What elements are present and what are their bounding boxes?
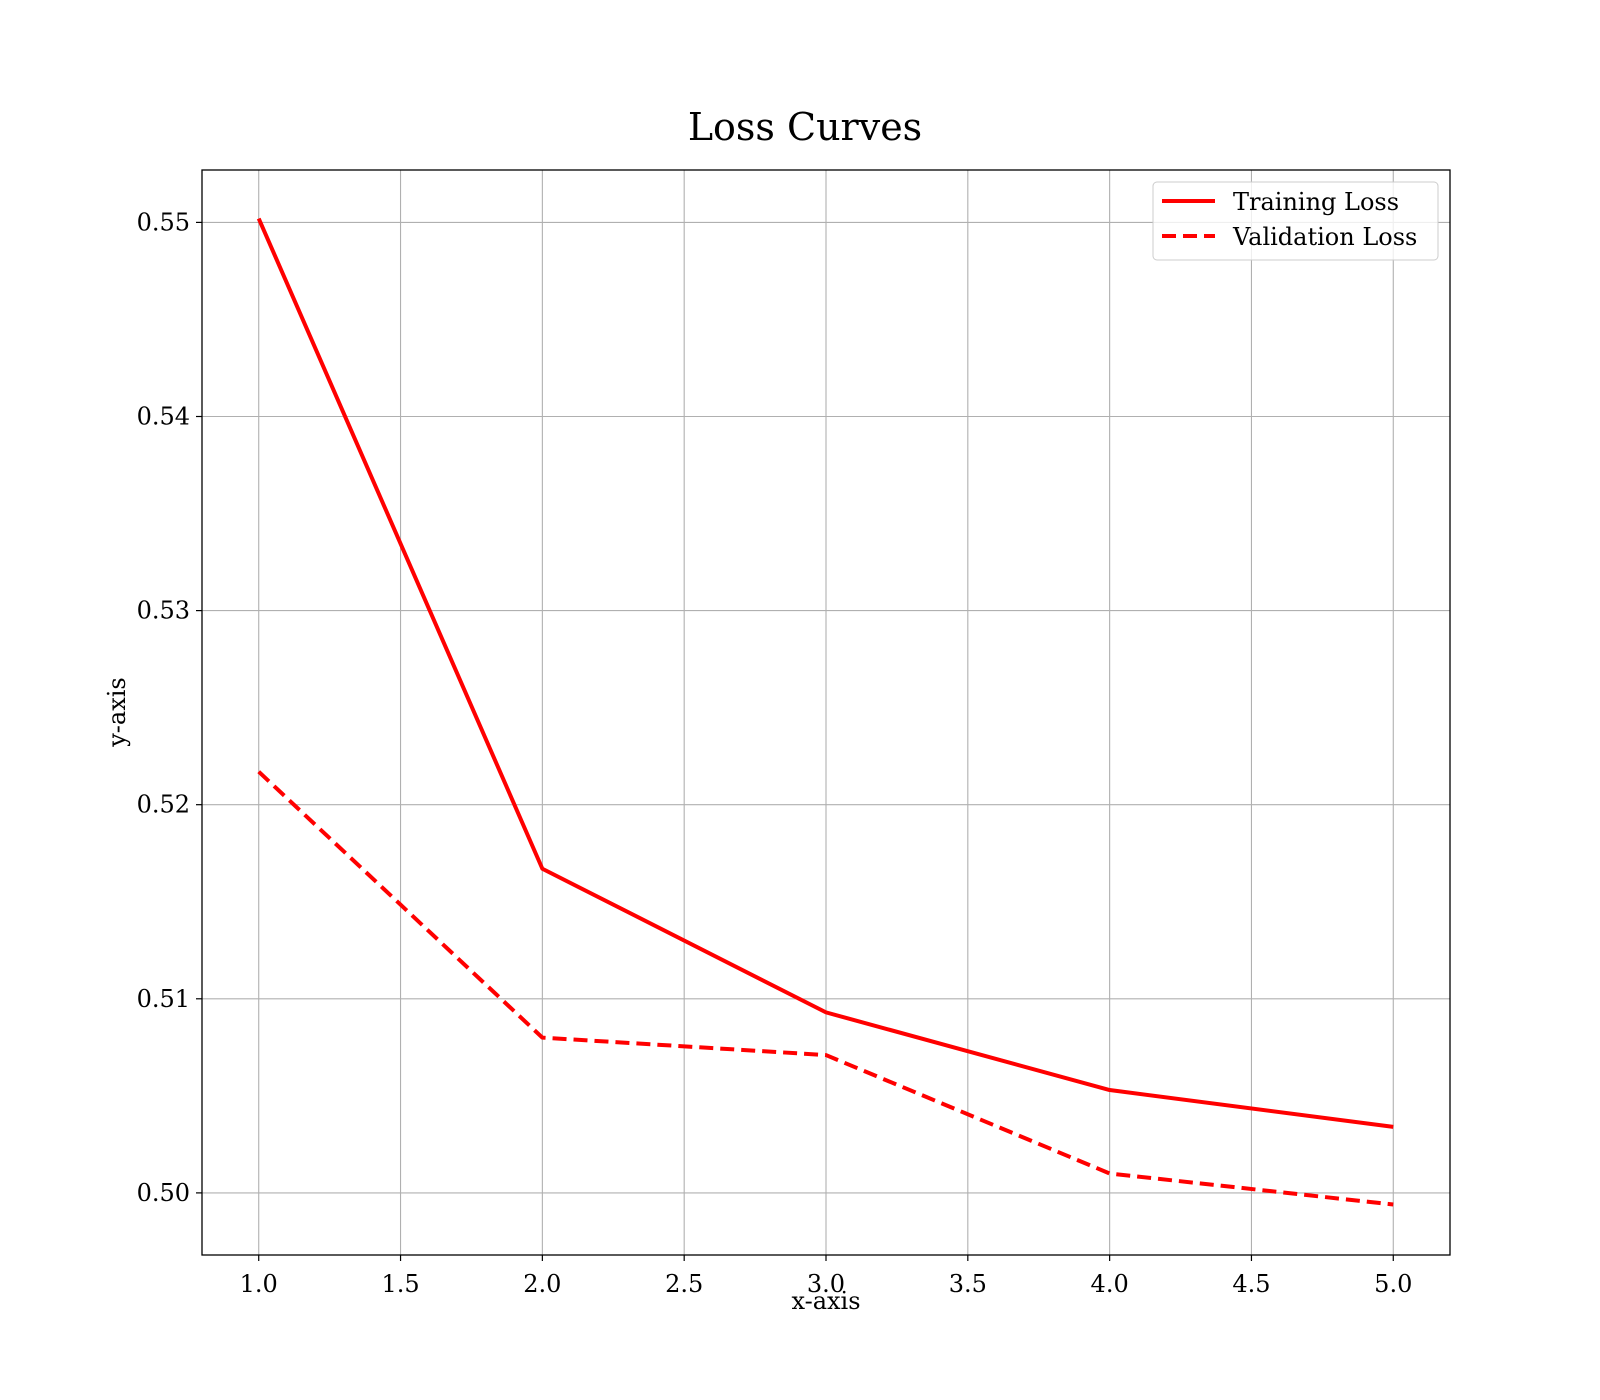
x-tick-label: 2.5 bbox=[665, 1270, 703, 1298]
legend-box bbox=[1152, 181, 1439, 261]
x-tick-label: 1.5 bbox=[381, 1270, 419, 1298]
y-tick-label: 0.54 bbox=[137, 403, 190, 431]
y-tick-label: 0.53 bbox=[137, 597, 190, 625]
grid-lines bbox=[202, 170, 1450, 1255]
y-axis-label: y-axis bbox=[103, 677, 131, 748]
x-tick-label: 4.0 bbox=[1091, 1270, 1129, 1298]
legend-label-validation-loss: Validation Loss bbox=[1232, 223, 1417, 251]
x-tick-label: 4.5 bbox=[1232, 1270, 1270, 1298]
x-tick-label: 5.0 bbox=[1374, 1270, 1412, 1298]
x-tick-label: 2.0 bbox=[523, 1270, 561, 1298]
y-tick-label: 0.51 bbox=[137, 985, 190, 1013]
chart-title: Loss Curves bbox=[688, 105, 922, 149]
series-line-validation-loss bbox=[257, 770, 1394, 1207]
x-axis-ticks: 1.0 1.5 2.0 2.5 3.0 3.5 4.0 4.5 5.0 bbox=[240, 1255, 1412, 1298]
x-tick-label: 3.0 bbox=[807, 1270, 845, 1298]
legend-label-training-loss: Training Loss bbox=[1233, 188, 1399, 216]
x-tick-label: 1.0 bbox=[240, 1270, 278, 1298]
x-tick-label: 3.5 bbox=[949, 1270, 987, 1298]
x-axis-label: x-axis bbox=[791, 1287, 860, 1315]
legend: Training Loss Validation Loss bbox=[1152, 181, 1439, 261]
series-layer bbox=[256, 217, 1394, 1207]
y-tick-label: 0.52 bbox=[137, 791, 190, 819]
y-axis-ticks: 0.50 0.51 0.52 0.53 0.54 0.55 bbox=[137, 208, 202, 1207]
series-line-training-loss bbox=[256, 217, 1394, 1129]
y-tick-label: 0.50 bbox=[137, 1179, 190, 1207]
y-tick-label: 0.55 bbox=[137, 208, 190, 236]
